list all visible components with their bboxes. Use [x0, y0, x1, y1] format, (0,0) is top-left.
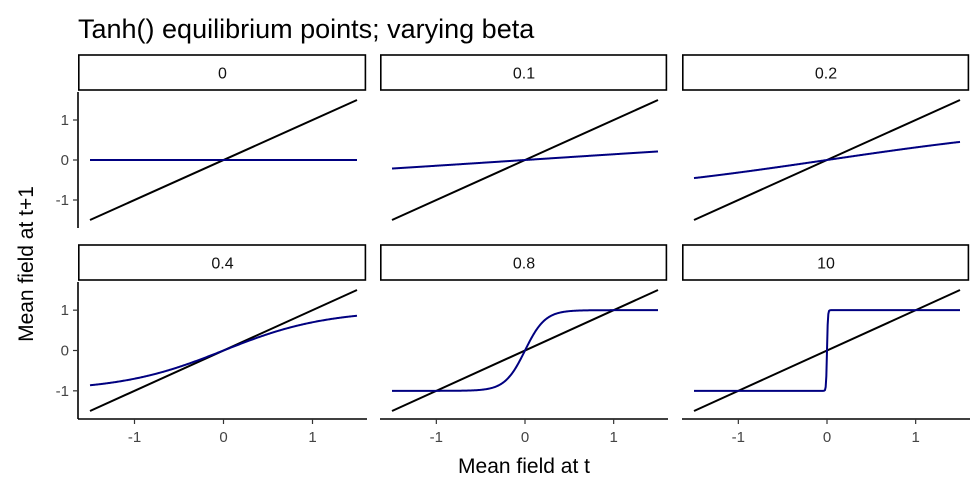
y-tick-label: 1	[61, 302, 69, 319]
x-tick-label: 1	[308, 429, 316, 446]
facet-strip	[379, 244, 668, 281]
facet-panel-1: 0.1	[379, 54, 668, 221]
facet-strip	[78, 244, 367, 281]
x-tick-label: 1	[911, 429, 919, 446]
chart-title: Tanh() equilibrium points; varying beta	[78, 14, 535, 44]
x-tick-label: -1	[128, 429, 141, 446]
tanh-curve	[694, 309, 960, 392]
tanh-curve	[693, 140, 961, 180]
facet-panel-0: 0 -1 0 1	[56, 54, 367, 228]
facet-strip	[681, 54, 970, 91]
x-tick-label: -1	[732, 429, 745, 446]
facet-strip	[379, 54, 668, 91]
x-tick-label: 1	[609, 429, 617, 446]
x-tick-label: -1	[430, 429, 443, 446]
facet-strip-label: 0.8	[513, 256, 535, 273]
x-tick-label: 0	[823, 429, 831, 446]
facet-strip	[681, 244, 970, 281]
x-tick-label: 0	[219, 429, 227, 446]
tanh-curve	[89, 314, 358, 387]
y-tick-label: 0	[61, 152, 69, 169]
facet-panel-5: 10 -1 0 1	[681, 244, 970, 446]
facet-strip	[78, 54, 367, 91]
facet-strip-label: 0.2	[815, 66, 837, 83]
facet-panel-2: 0.2	[681, 54, 970, 221]
facet-panels: 0 -1 0 1 0.1 0.2 0.4 -1 0 1 -1 0 1 0.8 -1 0 1 10 -1 0 1	[56, 54, 970, 446]
x-axis-title: Mean field at t	[458, 455, 590, 477]
facet-strip-label: 0	[218, 66, 227, 83]
facet-strip-label: 0.1	[513, 66, 535, 83]
y-tick-label: -1	[56, 192, 69, 209]
facet-panel-4: 0.8 -1 0 1	[379, 244, 668, 446]
y-tick-label: 1	[61, 112, 69, 129]
facet-strip-label: 10	[817, 256, 835, 273]
x-tick-label: 0	[521, 429, 529, 446]
tanh-curve	[391, 150, 659, 170]
y-tick-label: 0	[61, 343, 69, 360]
tanh-curve	[392, 309, 658, 392]
facet-panel-3: 0.4 -1 0 1 -1 0 1	[56, 244, 367, 446]
y-tick-label: -1	[56, 383, 69, 400]
facet-strip-label: 0.4	[211, 256, 233, 273]
y-axis-title: Mean field at t+1	[15, 186, 38, 342]
